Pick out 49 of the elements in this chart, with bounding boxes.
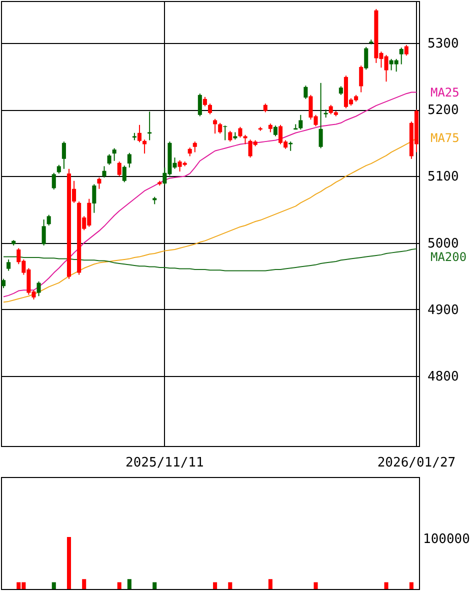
candlestick: [6, 258, 11, 272]
candlestick: [148, 111, 152, 141]
candlestick: [127, 152, 132, 168]
candlestick: [117, 161, 122, 177]
series-label: MA200: [430, 250, 467, 264]
y-tick-label: 5100: [428, 170, 459, 185]
candlestick: [92, 184, 96, 214]
series-label: MA75: [430, 131, 460, 146]
series-label: MA25: [430, 85, 460, 100]
candlestick: [213, 118, 218, 134]
y-tick-label: 4800: [428, 370, 459, 385]
candlestick: [2, 278, 6, 289]
candlestick: [399, 47, 404, 65]
y-tick-label: 4900: [428, 302, 459, 318]
candlestick: [304, 85, 308, 100]
y-tick-label: 5000: [428, 236, 459, 252]
candlestick: [243, 134, 248, 145]
candlestick: [218, 122, 222, 134]
candlestick: [202, 96, 207, 107]
candlestick: [112, 148, 116, 162]
candlestick: [208, 103, 212, 115]
candlestick: [318, 82, 323, 149]
candlestick: [228, 130, 232, 142]
candlestick: [107, 154, 112, 166]
candlestick: [198, 93, 202, 117]
text: 100000: [423, 532, 470, 547]
candlestick: [298, 114, 303, 130]
candlestick: [122, 165, 126, 183]
line-series: [3, 92, 417, 298]
x-tick-label: 2025/11/11: [126, 456, 204, 470]
y-tick-label: 5200: [428, 103, 459, 118]
candlestick: [36, 280, 41, 297]
candlestick: [102, 166, 106, 178]
candlestick: [97, 177, 102, 190]
candlestick: [52, 172, 56, 190]
line-series: [3, 248, 417, 272]
candlestick: [62, 141, 66, 170]
candlestick: [364, 46, 368, 70]
candlestick: [404, 44, 408, 56]
candlestick: [137, 124, 142, 143]
candlestick: [238, 126, 242, 138]
candlestick: [273, 125, 278, 137]
candlestick: [223, 125, 228, 141]
candlestick: [359, 65, 364, 93]
candlestick: [192, 141, 197, 153]
y-tick-label: 5300: [428, 36, 459, 52]
x-tick-label: 2026/01/27: [377, 456, 456, 470]
candlestick: [46, 214, 51, 226]
candlestick: [42, 219, 46, 246]
